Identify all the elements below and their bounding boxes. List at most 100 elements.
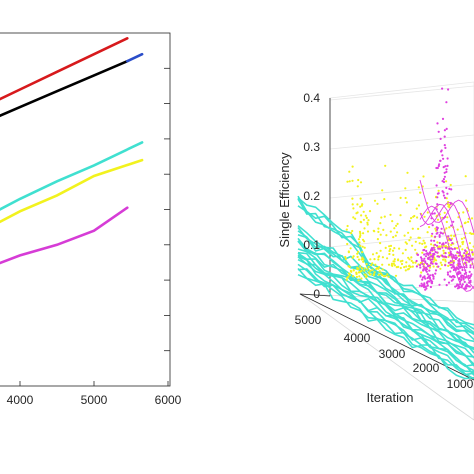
right-scatter-point	[438, 241, 441, 245]
right-scatter-point	[434, 250, 437, 254]
right-series-trace	[297, 254, 474, 372]
right-scatter-point	[388, 252, 391, 256]
right-scatter-point	[442, 249, 445, 252]
right-scatter-point	[376, 202, 379, 205]
right-scatter-point	[445, 186, 448, 189]
right-floor	[298, 293, 474, 421]
right-scatter-point	[344, 257, 347, 260]
right-scatter-point	[469, 264, 472, 267]
right-scatter-point	[435, 184, 438, 187]
right-scatter-point	[442, 157, 445, 160]
right-z-tick-label: 0.1	[303, 238, 320, 252]
right-scatter-point	[439, 159, 442, 162]
right-scatter-point	[382, 228, 385, 231]
right-scatter-point	[389, 213, 392, 216]
right-scatter-point	[393, 247, 396, 250]
right-scatter-point	[378, 255, 381, 258]
right-scatter-point	[467, 220, 470, 223]
right-scatter-point	[388, 245, 391, 248]
right-scatter-point	[452, 278, 455, 281]
right-scatter-point	[356, 203, 359, 206]
right-scatter-point	[348, 170, 351, 173]
right-scatter-point	[363, 227, 366, 230]
right-scatter-point	[430, 239, 433, 242]
right-scatter-point	[444, 252, 447, 255]
right-scatter-point	[406, 171, 409, 174]
right-series-trace	[297, 267, 474, 380]
right-scatter-point	[437, 189, 440, 192]
right-scatter-point	[365, 263, 368, 266]
right-scatter-point	[446, 192, 449, 195]
right-scatter-point	[462, 257, 465, 260]
right-scatter-point	[446, 164, 449, 167]
right-scatter-point	[385, 234, 388, 237]
right-scatter-point	[463, 280, 466, 283]
right-scatter-point	[444, 146, 447, 149]
right-scatter-point	[363, 269, 366, 272]
left-chart: 4000 5000 6000	[0, 32, 182, 407]
right-scatter-point	[359, 197, 362, 200]
right-scatter-point	[435, 244, 439, 247]
right-scatter-point	[363, 246, 366, 249]
right-scatter-point	[448, 206, 451, 209]
right-scatter-point	[377, 230, 380, 233]
right-scatter-point	[404, 248, 407, 251]
right-scatter-point	[445, 127, 448, 130]
right-scatter-point	[428, 276, 432, 280]
right-scatter-point	[415, 207, 418, 210]
right-scatter-point	[421, 242, 424, 245]
right-scatter-point	[359, 234, 362, 237]
right-scatter-point	[384, 164, 387, 167]
right-scatter-point	[429, 285, 432, 289]
right-scatter-point	[425, 287, 428, 290]
right-scatter-point	[366, 268, 369, 271]
right-scatter-point	[431, 280, 434, 283]
right-scatter-point	[440, 263, 443, 267]
right-scatter-point	[440, 149, 443, 152]
right-scatter-point	[347, 272, 351, 275]
right-scatter-point	[467, 253, 470, 256]
right-scatter-point	[420, 282, 423, 285]
right-scatter-point	[446, 271, 449, 274]
right-scatter-point	[460, 237, 463, 240]
right-scatter-point	[468, 285, 471, 288]
right-scatter-point	[359, 181, 363, 184]
right-scatter-point	[450, 276, 453, 279]
right-scatter-point	[344, 255, 347, 259]
right-scatter-point	[360, 221, 363, 224]
right-scatter-point	[410, 259, 413, 262]
right-scatter-point	[424, 268, 427, 272]
right-scatter-point	[377, 267, 380, 270]
right-scatter-point	[445, 197, 448, 200]
right-x-axis-label: Iteration	[367, 390, 414, 405]
right-scatter-points	[297, 87, 474, 380]
right-series-trace	[297, 273, 474, 380]
right-scatter-point	[407, 256, 410, 259]
right-scatter-point	[346, 180, 349, 183]
left-series-line	[0, 36, 129, 101]
right-scatter-point	[386, 257, 389, 260]
right-scatter-point	[352, 275, 355, 278]
right-scatter-point	[396, 231, 399, 234]
right-scatter-point	[394, 234, 397, 237]
right-scatter-point	[358, 275, 361, 278]
right-scatter-point	[408, 265, 411, 268]
right-scatter-point	[399, 266, 402, 270]
right-scatter-point	[389, 244, 393, 247]
right-scatter-point	[438, 283, 441, 286]
right-series-trace	[297, 248, 474, 359]
right-scatter-point	[411, 244, 414, 247]
right-scatter-point	[445, 220, 448, 224]
right-scatter-point	[416, 253, 419, 256]
right-scatter-point	[448, 187, 451, 190]
right-scatter-point	[420, 284, 423, 288]
right-scatter-point	[426, 257, 430, 260]
right-scatter-point	[442, 166, 445, 169]
right-scatter-point	[427, 275, 430, 278]
right-scatter-point	[350, 232, 353, 235]
right-scatter-point	[387, 275, 390, 278]
right-scatter-point	[366, 221, 369, 224]
right-scatter-point	[383, 198, 386, 201]
right-scatter-point	[381, 256, 384, 259]
right-scatter-point	[463, 236, 466, 239]
